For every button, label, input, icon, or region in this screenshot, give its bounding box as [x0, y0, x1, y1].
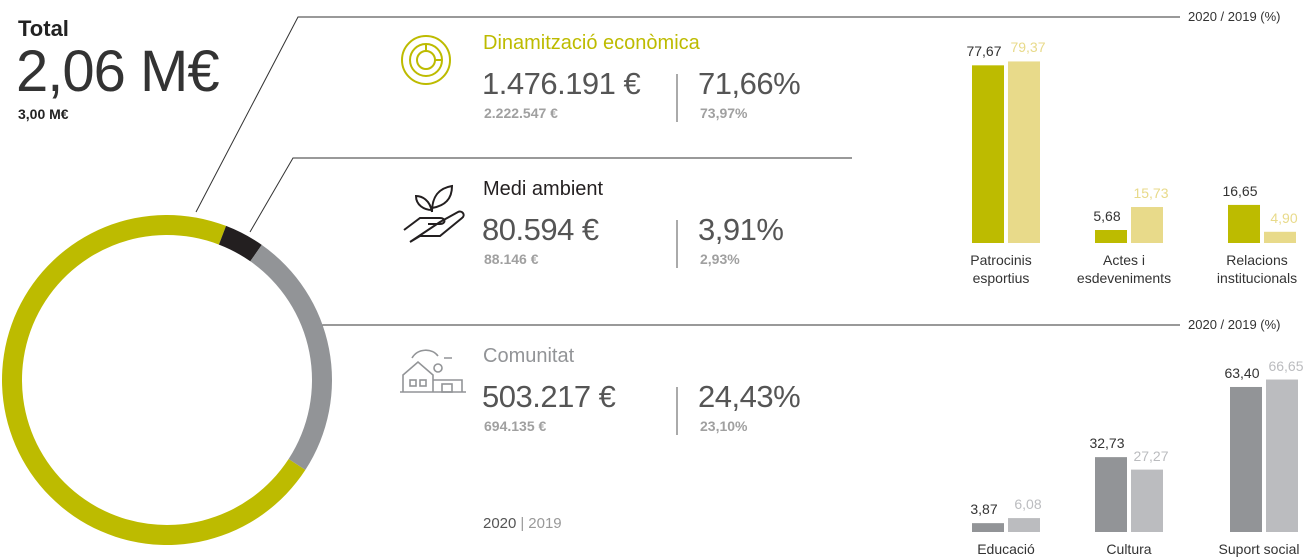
bar [972, 65, 1004, 244]
connector [195, 16, 1180, 213]
category-label: Actes i esdeveniments [1076, 252, 1172, 286]
category-label: Educació [977, 541, 1035, 557]
donut-segment [218, 225, 262, 262]
section-amount: 1.476.191 € [482, 66, 641, 101]
category-label: Suport social [1218, 541, 1300, 557]
bar [1266, 379, 1298, 532]
bar-value-label: 27,27 [1133, 447, 1169, 464]
total-previous: 3,00 M€ [18, 106, 69, 122]
bar-value-label: 66,65 [1268, 357, 1304, 374]
bar-value-label: 3,87 [970, 501, 998, 518]
category-label: Relacions institucionals [1216, 252, 1298, 286]
legend-current: 2020 [483, 515, 517, 532]
bar-value-label: 4,90 [1270, 209, 1298, 226]
section-amount-previous: 694.135 € [484, 418, 547, 434]
bar [1228, 204, 1260, 243]
bar-value-label: 63,40 [1224, 364, 1260, 381]
total-label: Total [18, 16, 69, 41]
year-legend: 2020 | 2019 [483, 515, 562, 532]
section-share-previous: 23,10% [700, 418, 748, 434]
chart-title: 2020 / 2019 (%) [1188, 317, 1281, 332]
bar [1230, 386, 1262, 532]
chart-title: 2020 / 2019 (%) [1188, 9, 1281, 24]
icon-economy [401, 35, 451, 85]
bar-value-label: 15,73 [1133, 185, 1169, 202]
bar [1008, 518, 1040, 532]
bar-value-label: 77,67 [966, 43, 1002, 60]
section-amount: 503.217 € [482, 379, 616, 414]
section-amount: 80.594 € [482, 212, 599, 247]
section-title: Comunitat [483, 345, 575, 367]
icon-environment [403, 184, 465, 243]
section-amount-previous: 2.222.547 € [484, 105, 558, 121]
total-value: 2,06 M€ [16, 39, 220, 104]
category-label: Patrocinis esportius [970, 252, 1032, 286]
bar-value-label: 6,08 [1014, 496, 1042, 513]
bar-value-label: 32,73 [1089, 435, 1125, 452]
section-share: 24,43% [698, 379, 801, 414]
category-label: Cultura [1106, 541, 1152, 557]
bar-value-label: 5,68 [1093, 208, 1121, 224]
donut-segment [250, 244, 333, 470]
bar [972, 523, 1004, 532]
connector [249, 157, 852, 233]
section-title: Dinamització econòmica [483, 32, 700, 54]
bar [1264, 231, 1296, 243]
section-amount-previous: 88.146 € [484, 251, 539, 267]
legend-separator: | [520, 515, 525, 532]
legend-previous: 2019 [528, 515, 562, 532]
section-share-previous: 2,93% [700, 251, 740, 267]
section-share: 3,91% [698, 212, 784, 247]
section-share: 71,66% [698, 66, 801, 101]
bar [1131, 469, 1163, 532]
icon-community [400, 349, 466, 393]
connectors [195, 16, 1180, 326]
bar-value-label: 79,37 [1010, 39, 1046, 56]
section-share-previous: 73,97% [700, 105, 748, 121]
bar [1095, 457, 1127, 532]
bar [1095, 230, 1127, 243]
bar-value-label: 16,65 [1222, 182, 1258, 199]
bar [1008, 61, 1040, 243]
section-title: Medi ambient [483, 178, 604, 200]
bar [1131, 207, 1163, 243]
